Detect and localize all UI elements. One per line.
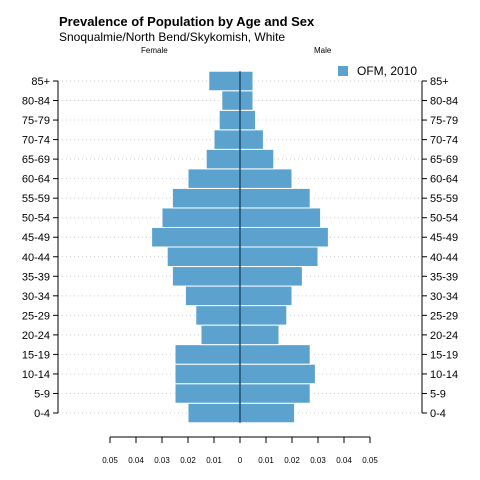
male-bar xyxy=(239,324,280,346)
female-bar xyxy=(184,285,241,307)
left-y-tick-label: 25-29 xyxy=(22,310,50,322)
female-bar xyxy=(200,324,241,346)
left-y-tick-label: 50-54 xyxy=(22,213,50,225)
male-bar xyxy=(239,344,311,365)
female-bar xyxy=(195,305,241,326)
female-bar xyxy=(171,266,241,287)
female-bar xyxy=(174,363,241,385)
male-bar xyxy=(239,187,311,209)
x-tick-label: 0.02 xyxy=(180,456,196,465)
x-tick-label: 0.05 xyxy=(102,456,118,465)
female-bar xyxy=(205,148,241,170)
left-y-tick-label: 40-44 xyxy=(22,252,50,264)
right-y-tick-label: 25-29 xyxy=(430,310,458,322)
left-y-tick-label: 5-9 xyxy=(34,388,50,400)
male-bar xyxy=(239,129,264,150)
left-y-tick-label: 20-24 xyxy=(22,330,50,342)
x-tick-label: 0.02 xyxy=(284,456,300,465)
left-y-tick-label: 45-49 xyxy=(22,232,50,244)
female-bar xyxy=(208,70,241,92)
left-y-tick-label: 30-34 xyxy=(22,291,50,303)
right-y-tick-label: 35-39 xyxy=(430,271,458,283)
right-y-tick-label: 0-4 xyxy=(430,408,446,420)
left-y-tick-label: 75-79 xyxy=(22,115,50,127)
female-bar xyxy=(166,246,241,268)
female-bar xyxy=(221,90,241,111)
right-y-tick-label: 20-24 xyxy=(430,330,458,342)
right-y-tick-label: 55-59 xyxy=(430,193,458,205)
right-y-tick-label: 85+ xyxy=(430,76,449,88)
x-tick-label: 0.04 xyxy=(336,456,352,465)
chart-subtitle: Snoqualmie/North Bend/Skykomish, White xyxy=(59,30,286,44)
female-bar xyxy=(174,383,241,404)
male-bar xyxy=(239,168,293,189)
x-tick-label: 0.05 xyxy=(362,456,378,465)
left-y-tick-label: 55-59 xyxy=(22,193,50,205)
right-y-tick-label: 70-74 xyxy=(430,135,458,147)
male-bar xyxy=(239,305,288,326)
right-y-tick-label: 65-69 xyxy=(430,154,458,166)
legend: OFM, 2010 xyxy=(338,64,417,78)
left-y-tick-label: 80-84 xyxy=(22,96,50,108)
chart-title: Prevalence of Population by Age and Sex xyxy=(59,14,315,29)
female-bar xyxy=(161,207,241,228)
female-bar xyxy=(187,168,241,189)
female-bar xyxy=(187,402,241,424)
female-bar xyxy=(218,109,241,131)
right-y-tick-label: 5-9 xyxy=(430,388,446,400)
left-y-tick-label: 35-39 xyxy=(22,271,50,283)
left-y-tick-label: 65-69 xyxy=(22,154,50,166)
male-bar xyxy=(239,246,319,268)
male-bar xyxy=(239,90,254,111)
x-tick-label: 0.01 xyxy=(206,456,222,465)
x-tick-label: 0.01 xyxy=(258,456,274,465)
legend-swatch xyxy=(338,66,348,76)
left-y-tick-label: 85+ xyxy=(31,76,50,88)
right-y-tick-label: 40-44 xyxy=(430,252,458,264)
male-bar xyxy=(239,285,293,307)
male-bar xyxy=(239,402,296,424)
right-y-tick-label: 10-14 xyxy=(430,369,458,381)
left-y-tick-label: 15-19 xyxy=(22,349,50,361)
female-bar xyxy=(151,226,241,248)
female-bar xyxy=(171,187,241,209)
female-bar xyxy=(213,129,241,150)
right-y-tick-label: 30-34 xyxy=(430,291,458,303)
male-bar xyxy=(239,266,303,287)
right-y-tick-label: 15-19 xyxy=(430,349,458,361)
male-bar xyxy=(239,70,254,92)
left-y-tick-label: 10-14 xyxy=(22,369,50,381)
left-y-tick-label: 60-64 xyxy=(22,174,50,186)
right-y-tick-label: 60-64 xyxy=(430,174,458,186)
male-bar xyxy=(239,148,275,170)
right-y-tick-label: 80-84 xyxy=(430,96,458,108)
male-bar xyxy=(239,226,329,248)
male-bar xyxy=(239,383,311,404)
left-y-tick-label: 70-74 xyxy=(22,135,50,147)
legend-label: OFM, 2010 xyxy=(357,64,418,78)
x-tick-label: 0.03 xyxy=(310,456,326,465)
right-y-tick-label: 75-79 xyxy=(430,115,458,127)
female-bar xyxy=(174,344,241,365)
x-tick-label: 0 xyxy=(238,456,243,465)
x-tick-label: 0.03 xyxy=(154,456,170,465)
male-bar xyxy=(239,207,322,228)
right-y-tick-label: 50-54 xyxy=(430,213,458,225)
male-side-label: Male xyxy=(314,46,332,55)
x-tick-label: 0.04 xyxy=(128,456,144,465)
right-y-tick-label: 45-49 xyxy=(430,232,458,244)
male-bar xyxy=(239,363,316,385)
male-bar xyxy=(239,109,257,131)
female-side-label: Female xyxy=(141,46,168,55)
left-y-tick-label: 0-4 xyxy=(34,408,50,420)
